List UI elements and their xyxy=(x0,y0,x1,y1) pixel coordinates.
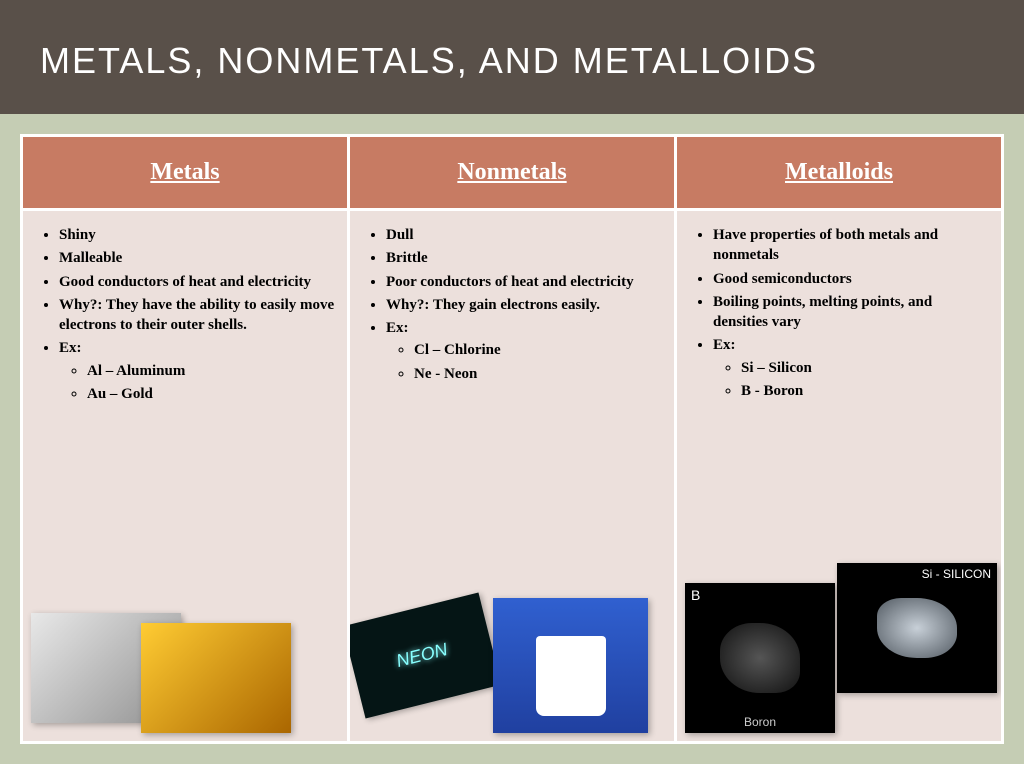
sub-list: Cl – Chlorine Ne - Neon xyxy=(386,340,662,384)
list-item: Malleable xyxy=(59,248,335,268)
sub-list: Al – Aluminum Au – Gold xyxy=(59,361,335,405)
column-header-nonmetals: Nonmetals xyxy=(350,137,674,208)
list-item: Si – Silicon xyxy=(741,358,989,378)
list-item: Dull xyxy=(386,225,662,245)
slide-title: METALS, NONMETALS, AND METALLOIDS xyxy=(40,40,818,81)
image-gold xyxy=(141,623,291,733)
list-item: Ne - Neon xyxy=(414,364,662,384)
image-silicon: Si - SILICON xyxy=(837,563,997,693)
comparison-table: Metals Nonmetals Metalloids Shiny Mallea… xyxy=(20,134,1004,744)
list-item: Au – Gold xyxy=(87,384,335,404)
list-item-label: Ex: xyxy=(713,337,736,353)
list-item-label: Ex: xyxy=(59,340,82,356)
slide-title-bar: METALS, NONMETALS, AND METALLOIDS xyxy=(0,0,1024,114)
sub-list: Si – Silicon B - Boron xyxy=(713,358,989,402)
list-item: Good semiconductors xyxy=(713,269,989,289)
column-title: Metalloids xyxy=(785,159,893,185)
list-item: Al – Aluminum xyxy=(87,361,335,381)
list-item-label: Ex: xyxy=(386,320,409,336)
image-chlorine xyxy=(493,598,648,733)
image-boron: B Boron xyxy=(685,583,835,733)
list-item: Ex: Si – Silicon B - Boron xyxy=(713,335,989,401)
column-header-metals: Metals xyxy=(23,137,347,208)
list-item: Poor conductors of heat and electricity xyxy=(386,272,662,292)
list-item: Ex: Cl – Chlorine Ne - Neon xyxy=(386,318,662,384)
list-item: Boiling points, melting points, and dens… xyxy=(713,292,989,333)
image-row xyxy=(31,583,339,733)
image-caption: Boron xyxy=(685,715,835,729)
column-title: Nonmetals xyxy=(457,159,566,185)
image-row: NEON xyxy=(358,583,666,733)
list-item: Ex: Al – Aluminum Au – Gold xyxy=(59,338,335,404)
list-item: Brittle xyxy=(386,248,662,268)
image-label: NEON xyxy=(394,639,450,672)
list-item: Why?: They gain electrons easily. xyxy=(386,295,662,315)
column-header-metalloids: Metalloids xyxy=(677,137,1001,208)
bullet-list: Shiny Malleable Good conductors of heat … xyxy=(35,225,335,404)
image-label: B xyxy=(691,587,700,603)
image-neon: NEON xyxy=(350,592,501,718)
list-item: Have properties of both metals and nonme… xyxy=(713,225,989,266)
content-area: Metals Nonmetals Metalloids Shiny Mallea… xyxy=(0,114,1024,764)
image-row: Si - SILICON B Boron xyxy=(685,553,993,733)
column-body-metalloids: Have properties of both metals and nonme… xyxy=(677,211,1001,741)
column-title: Metals xyxy=(150,159,219,185)
bullet-list: Dull Brittle Poor conductors of heat and… xyxy=(362,225,662,384)
image-label: Si - SILICON xyxy=(922,567,991,581)
list-item: Cl – Chlorine xyxy=(414,340,662,360)
table-grid: Metals Nonmetals Metalloids Shiny Mallea… xyxy=(23,137,1001,741)
list-item: Good conductors of heat and electricity xyxy=(59,272,335,292)
column-body-metals: Shiny Malleable Good conductors of heat … xyxy=(23,211,347,741)
column-body-nonmetals: Dull Brittle Poor conductors of heat and… xyxy=(350,211,674,741)
list-item: Why?: They have the ability to easily mo… xyxy=(59,295,335,336)
list-item: Shiny xyxy=(59,225,335,245)
list-item: B - Boron xyxy=(741,381,989,401)
bullet-list: Have properties of both metals and nonme… xyxy=(689,225,989,401)
